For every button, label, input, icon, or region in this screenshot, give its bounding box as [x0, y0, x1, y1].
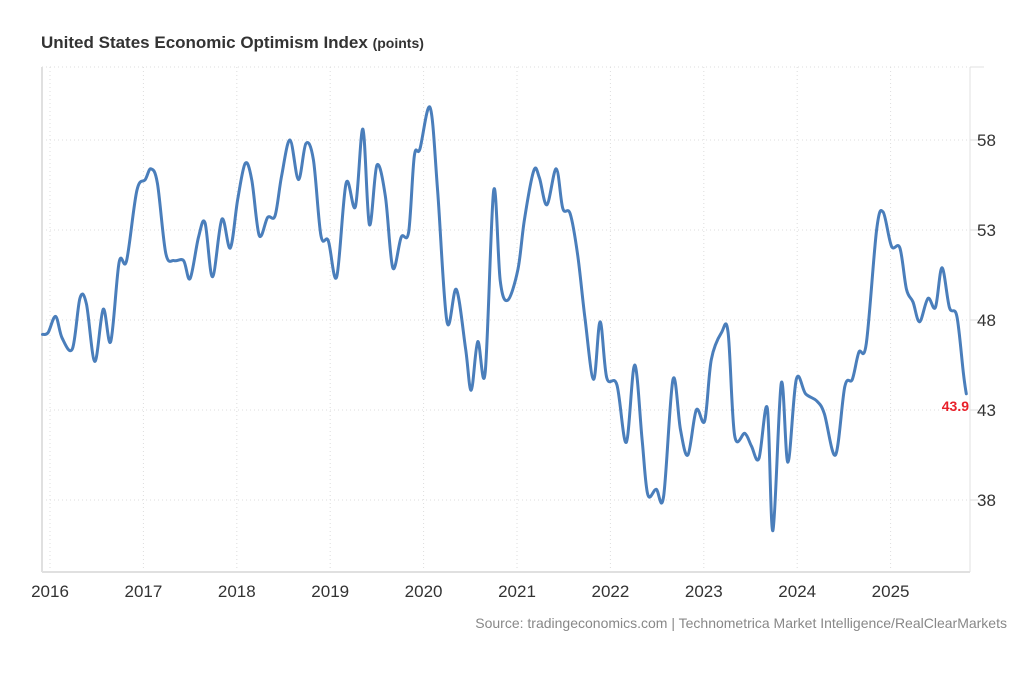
x-tick-label: 2020	[405, 582, 443, 601]
grid-lines	[42, 66, 970, 572]
x-axis-ticks: 2016 2017 2018 2019 2020 2021 2022 2023 2024 2025	[31, 582, 909, 601]
chart-title: United States Economic Optimism Index (p…	[41, 33, 424, 53]
y-tick-label: 48	[977, 311, 996, 330]
y-tick-label: 38	[977, 491, 996, 510]
last-value-label: 43.9	[942, 398, 969, 414]
source-note: Source: tradingeconomics.com | Technomet…	[475, 615, 1007, 631]
x-tick-label: 2019	[311, 582, 349, 601]
x-tick-label: 2024	[778, 582, 816, 601]
x-tick-label: 2016	[31, 582, 69, 601]
y-tick-label: 53	[977, 221, 996, 240]
x-tick-label: 2022	[591, 582, 629, 601]
x-tick-label: 2017	[124, 582, 162, 601]
x-tick-label: 2018	[218, 582, 256, 601]
x-tick-label: 2023	[685, 582, 723, 601]
x-tick-label: 2021	[498, 582, 536, 601]
y-axis-ticks: 38 43 48 53 58	[970, 131, 996, 510]
y-tick-label: 43	[977, 401, 996, 420]
x-tick-label: 2025	[872, 582, 910, 601]
y-tick-label: 58	[977, 131, 996, 150]
chart-unit-label: (points)	[372, 35, 424, 51]
chart-title-text: United States Economic Optimism Index	[41, 33, 368, 52]
series-line	[41, 105, 968, 533]
